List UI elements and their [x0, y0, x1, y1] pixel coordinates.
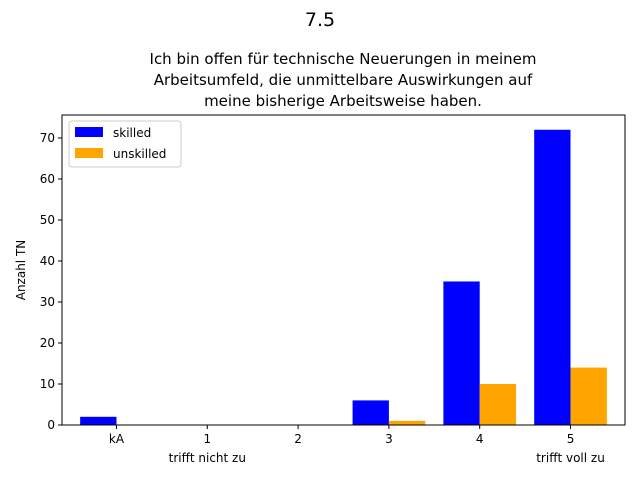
y-axis-label: Anzahl TN — [14, 240, 28, 301]
bar-unskilled-3 — [388, 420, 426, 425]
bar-skilled-5 — [534, 129, 571, 425]
y-tick-label-70: 70 — [40, 131, 55, 145]
legend-swatch-skilled — [75, 127, 103, 137]
bars-group — [80, 129, 607, 425]
y-tick-label-10: 10 — [40, 377, 55, 391]
x-tick-label-kA: kA — [109, 432, 125, 446]
bar-skilled-kA — [80, 416, 117, 425]
y-tick-label-60: 60 — [40, 172, 55, 186]
x-axis: kA 1 trifft nicht zu 2 3 4 5 trifft voll zu — [109, 425, 605, 465]
chart-suptitle: 7.5 — [305, 9, 335, 31]
x-tick-label-2: 2 — [294, 432, 302, 446]
bar-skilled-3 — [352, 400, 389, 425]
plot-frame — [61, 114, 626, 426]
y-axis: 0 10 20 30 40 50 60 70 — [40, 131, 62, 432]
x-tick-sublabel-5: trifft voll zu — [536, 451, 605, 465]
y-tick-label-30: 30 — [40, 295, 55, 309]
chart-title-line-1: Ich bin offen für technische Neuerungen … — [150, 50, 537, 68]
y-tick-label-40: 40 — [40, 254, 55, 268]
x-tick-label-4: 4 — [476, 432, 484, 446]
y-tick-label-20: 20 — [40, 336, 55, 350]
legend-label-skilled: skilled — [113, 126, 151, 140]
x-tick-label-1: 1 — [203, 432, 211, 446]
legend-swatch-unskilled — [75, 148, 103, 158]
y-tick-label-50: 50 — [40, 213, 55, 227]
y-tick-label-0: 0 — [47, 418, 55, 432]
x-tick-label-5: 5 — [567, 432, 575, 446]
legend-label-unskilled: unskilled — [113, 147, 166, 161]
legend: skilled unskilled — [68, 120, 182, 168]
chart-title-line-2: Arbeitsumfeld, die unmittelbare Auswirku… — [154, 71, 533, 89]
x-tick-label-3: 3 — [385, 432, 393, 446]
bar-unskilled-5 — [570, 367, 607, 425]
bar-unskilled-4 — [479, 383, 517, 425]
chart-title-line-3: meine bisherige Arbeitsweise haben. — [204, 92, 482, 110]
x-tick-sublabel-1: trifft nicht zu — [169, 451, 246, 465]
bar-skilled-4 — [443, 281, 480, 425]
